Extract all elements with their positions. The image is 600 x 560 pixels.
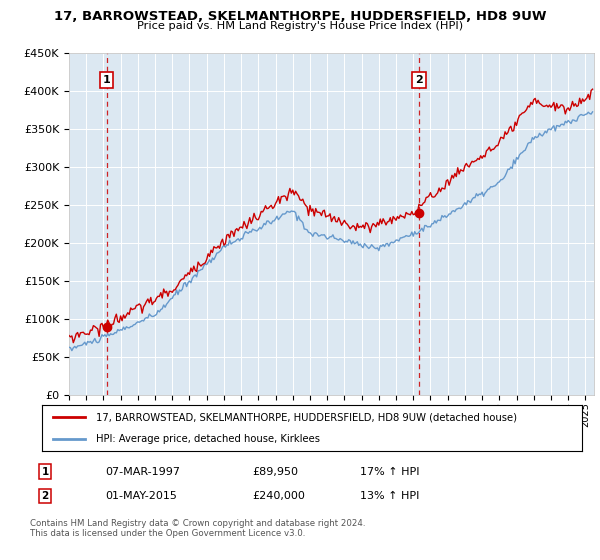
Text: 2: 2 xyxy=(41,491,49,501)
Text: HPI: Average price, detached house, Kirklees: HPI: Average price, detached house, Kirk… xyxy=(96,435,320,444)
Text: 01-MAY-2015: 01-MAY-2015 xyxy=(105,491,177,501)
Text: £240,000: £240,000 xyxy=(252,491,305,501)
Text: 1: 1 xyxy=(103,75,110,85)
Text: 1: 1 xyxy=(41,466,49,477)
Text: 13% ↑ HPI: 13% ↑ HPI xyxy=(360,491,419,501)
Text: 17% ↑ HPI: 17% ↑ HPI xyxy=(360,466,419,477)
Text: 17, BARROWSTEAD, SKELMANTHORPE, HUDDERSFIELD, HD8 9UW: 17, BARROWSTEAD, SKELMANTHORPE, HUDDERSF… xyxy=(54,10,546,23)
Text: 17, BARROWSTEAD, SKELMANTHORPE, HUDDERSFIELD, HD8 9UW (detached house): 17, BARROWSTEAD, SKELMANTHORPE, HUDDERSF… xyxy=(96,412,517,422)
Text: £89,950: £89,950 xyxy=(252,466,298,477)
Text: This data is licensed under the Open Government Licence v3.0.: This data is licensed under the Open Gov… xyxy=(30,529,305,538)
Text: Price paid vs. HM Land Registry's House Price Index (HPI): Price paid vs. HM Land Registry's House … xyxy=(137,21,463,31)
Text: 07-MAR-1997: 07-MAR-1997 xyxy=(105,466,180,477)
Text: 2: 2 xyxy=(415,75,423,85)
Text: Contains HM Land Registry data © Crown copyright and database right 2024.: Contains HM Land Registry data © Crown c… xyxy=(30,519,365,528)
